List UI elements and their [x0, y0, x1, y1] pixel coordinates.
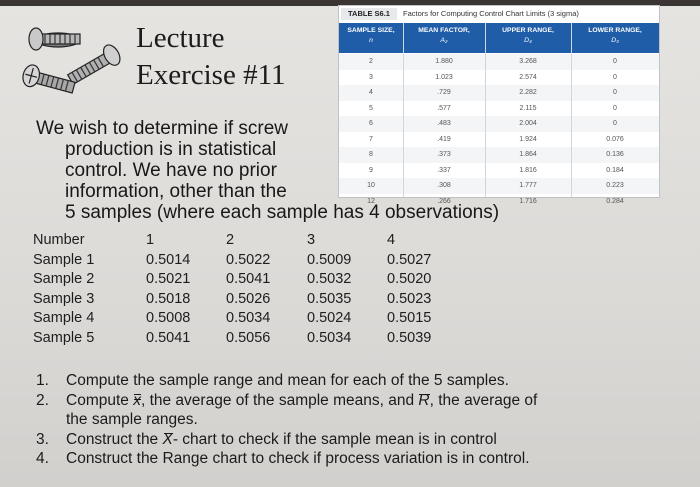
intro-line: production is in statistical — [65, 139, 277, 160]
lecture-title-line2: Exercise #11 — [136, 59, 286, 91]
table-row: 10.308 1.777 0.223 — [339, 178, 659, 194]
table-row: 9.337 1.816 0.184 — [369, 166, 624, 174]
screen-bezel — [0, 0, 700, 6]
x-double-bar-symbol: x — [133, 391, 141, 409]
table-divider — [485, 23, 486, 197]
task-item: 4. Construct the Range chart to check if … — [36, 450, 530, 467]
factor-table: TABLE S6.1 Factors for Computing Control… — [338, 5, 660, 205]
task-item: 2. Compute x, the average of the sample m… — [36, 391, 538, 429]
table-row: 12.266 1.716 0.284 — [367, 197, 624, 205]
task-item: 3. Construct the X- chart to check if the… — [36, 430, 497, 448]
factor-table-body: 2 1.880 3.268 0 3 1.023 2.574 0 4.729 2.282 0 5.… — [339, 54, 659, 209]
problem-statement: We wish to determine if screw production… — [36, 118, 499, 223]
table-row: 3 1.023 2.574 0 — [369, 73, 617, 81]
header-lower-range: LOWER RANGE, D₃ — [588, 27, 642, 44]
x-bar-symbol: X — [162, 430, 174, 448]
r-bar-symbol: R — [418, 391, 430, 409]
task-list: 1. Compute the sample range and mean for … — [36, 371, 537, 469]
table-tag: TABLE S6.1 — [341, 8, 397, 20]
header-upper-range: UPPER RANGE, D₄ — [502, 27, 554, 44]
table-row: 6.483 2.004 0 — [339, 116, 659, 132]
intro-line: control. We have no prior — [65, 160, 277, 181]
table-row: 4.729 2.282 0 — [339, 85, 659, 101]
lecture-title-line1: Lecture — [136, 22, 225, 54]
factor-table-caption: TABLE S6.1 Factors for Computing Control… — [339, 6, 659, 22]
intro-line: information, other than the — [65, 181, 287, 202]
table-row: 5.577 2.115 0 — [369, 104, 617, 112]
table-row: 2 1.880 3.268 0 — [339, 54, 659, 70]
header-sample-size: SAMPLE SIZE, n — [347, 27, 395, 44]
table-row: 8.373 1.864 0.136 — [339, 147, 659, 163]
table-divider — [403, 23, 404, 197]
screws-icon — [22, 27, 121, 94]
table-divider — [571, 23, 572, 197]
task-item: 1. Compute the sample range and mean for … — [36, 372, 509, 389]
intro-line: 5 samples (where each sample has 4 obser… — [65, 202, 500, 223]
table-row: 7.419 1.924 0.076 — [369, 135, 624, 143]
table-caption-text: Factors for Computing Control Chart Limi… — [403, 9, 579, 18]
header-mean-factor: MEAN FACTOR, A₂ — [418, 27, 470, 44]
factor-table-header: SAMPLE SIZE, n MEAN FACTOR, A₂ UPPER RANGE… — [339, 23, 659, 53]
lecture-title: Lecture Exercise #11 — [136, 20, 286, 94]
intro-line: We wish to determine if screw — [36, 118, 289, 139]
